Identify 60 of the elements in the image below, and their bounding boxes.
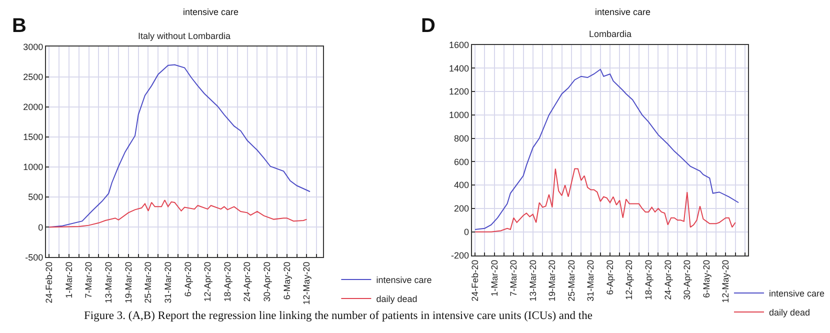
- text: D: [421, 15, 436, 37]
- x-tick-label: 6-Apr-20: [182, 262, 193, 297]
- y-tick-label: 2500: [23, 72, 44, 82]
- x-tick-label: 13-Mar-20: [104, 262, 114, 304]
- y-tick-label: 0: [464, 227, 470, 238]
- x-tick-label: 24-Feb-20: [470, 260, 480, 302]
- x-tick-label: 31-Mar-20: [162, 262, 173, 304]
- legend-label: intensive care: [376, 274, 432, 285]
- x-tick-label: 30-Apr-20: [262, 262, 272, 302]
- x-tick-label: 1-Mar-20: [64, 262, 74, 298]
- x-tick-label: 18-Apr-20: [644, 260, 654, 300]
- x-tick-label: 18-Apr-20: [222, 262, 232, 302]
- y-tick-label: 1000: [23, 162, 44, 172]
- y-tick-label: 600: [454, 156, 470, 167]
- x-tick-label: 6-May-20: [701, 260, 712, 298]
- y-tick-label: 200: [454, 204, 470, 214]
- x-tick-label: 12-Apr-20: [624, 260, 634, 300]
- chart-title: Italy without Lombardia: [138, 31, 231, 41]
- x-tick-label: 12-Apr-20: [202, 262, 213, 302]
- y-tick-label: 1500: [23, 132, 44, 142]
- y-tick-label: 1000: [449, 110, 470, 120]
- y-tick-label: 1200: [449, 86, 470, 97]
- line-series: [48, 200, 308, 228]
- text: intensive care: [183, 7, 239, 17]
- x-tick-label: 12-May-20: [720, 260, 731, 303]
- y-tick-label: -500: [25, 252, 44, 262]
- line-series: [474, 68, 740, 230]
- y-tick-label: 800: [454, 133, 470, 144]
- text: intensive care: [595, 7, 651, 17]
- y-tick-label: 400: [454, 180, 470, 190]
- y-tick-label: 1400: [449, 63, 470, 74]
- text: B: [12, 15, 26, 37]
- legend-label: daily dead: [769, 308, 810, 318]
- x-tick-label: 6-Apr-20: [604, 260, 615, 295]
- y-tick-label: 500: [28, 192, 44, 202]
- line-series: [474, 168, 736, 232]
- x-tick-label: 19-Mar-20: [547, 260, 558, 302]
- x-tick-label: 12-May-20: [302, 262, 312, 305]
- x-tick-label: 24-Apr-20: [662, 260, 673, 300]
- x-tick-label: 6-May-20: [282, 262, 292, 300]
- caption: Figure 3. (A,B) Report the regression line linking the number of patients in intensive care units (ICUs) and the: [84, 310, 592, 322]
- x-tick-label: 13-Mar-20: [528, 260, 538, 302]
- x-tick-label: 30-Apr-20: [682, 260, 692, 300]
- legend-label: intensive care: [769, 288, 825, 299]
- x-tick-label: 1-Mar-20: [489, 260, 500, 296]
- y-tick-label: 1600: [449, 40, 470, 50]
- chart-title: Lombardia: [589, 29, 632, 39]
- y-tick-label: 2000: [23, 102, 44, 112]
- x-tick-label: 24-Apr-20: [242, 262, 252, 302]
- x-tick-label: 24-Feb-20: [44, 262, 54, 304]
- x-tick-label: 7-Mar-20: [508, 260, 519, 296]
- y-tick-label: -200: [451, 250, 470, 260]
- y-tick-label: 3000: [23, 42, 44, 52]
- legend-label: daily dead: [376, 294, 418, 304]
- x-tick-label: 25-Mar-20: [566, 260, 576, 302]
- x-tick-label: 19-Mar-20: [123, 262, 134, 304]
- x-tick-label: 25-Mar-20: [143, 262, 154, 304]
- x-tick-label: 7-Mar-20: [84, 262, 94, 298]
- y-tick-label: 0: [38, 222, 44, 232]
- x-tick-label: 31-Mar-20: [586, 260, 596, 302]
